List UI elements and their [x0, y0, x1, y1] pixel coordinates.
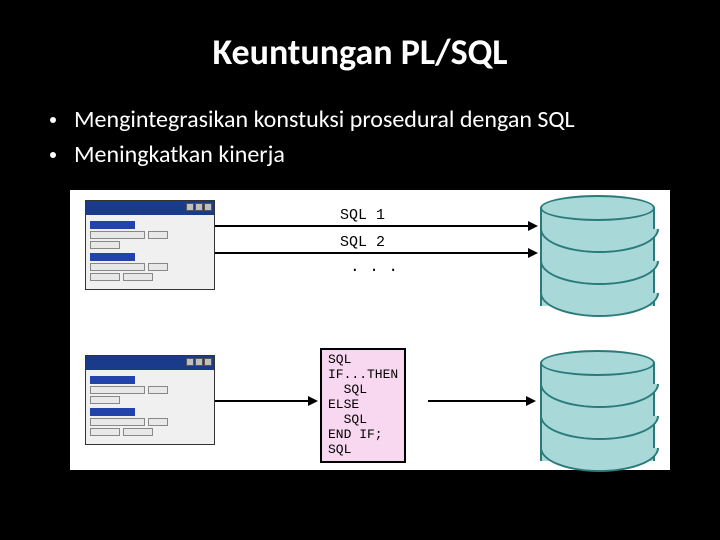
database-icon [540, 195, 655, 300]
window-max-icon [195, 358, 203, 366]
arrow-head-icon [526, 396, 536, 406]
bullet-dot-icon [50, 117, 56, 123]
ellipsis-label: . . . [350, 258, 398, 276]
bullet-dot-icon [50, 152, 56, 158]
bullet-text: Mengintegrasikan konstuksi prosedural de… [74, 104, 575, 135]
window-titlebar [86, 356, 214, 370]
arrow-line [215, 225, 530, 227]
arrow-head-icon [528, 248, 538, 258]
form-panel [90, 376, 135, 384]
form-panel [90, 253, 135, 261]
window-min-icon [186, 358, 194, 366]
diagram: SQL 1 SQL 2 . . . [70, 190, 670, 470]
app-window-icon [85, 355, 215, 445]
window-close-icon [204, 358, 212, 366]
window-min-icon [186, 203, 194, 211]
sql1-label: SQL 1 [340, 207, 385, 224]
window-controls [186, 203, 212, 211]
sql2-label: SQL 2 [340, 234, 385, 251]
bullet-text: Meningkatkan kinerja [74, 139, 285, 170]
window-controls [186, 358, 212, 366]
window-body [86, 215, 214, 289]
bullet-item: Mengintegrasikan konstuksi prosedural de… [50, 104, 680, 135]
slide-title: Keuntungan PL/SQL [40, 30, 680, 74]
bullet-item: Meningkatkan kinerja [50, 139, 680, 170]
form-panel [90, 221, 135, 229]
app-window-icon [85, 200, 215, 290]
arrow-line [215, 400, 310, 402]
window-body [86, 370, 214, 444]
plsql-code-box: SQL IF...THEN SQL ELSE SQL END IF; SQL [320, 348, 406, 463]
arrow-line [428, 400, 528, 402]
slide: Keuntungan PL/SQL Mengintegrasikan konst… [0, 0, 720, 540]
database-icon [540, 350, 655, 455]
arrow-head-icon [308, 396, 318, 406]
form-panel [90, 408, 135, 416]
arrow-head-icon [528, 221, 538, 231]
window-max-icon [195, 203, 203, 211]
window-titlebar [86, 201, 214, 215]
bullet-list: Mengintegrasikan konstuksi prosedural de… [50, 104, 680, 170]
arrow-line [215, 252, 530, 254]
window-close-icon [204, 203, 212, 211]
